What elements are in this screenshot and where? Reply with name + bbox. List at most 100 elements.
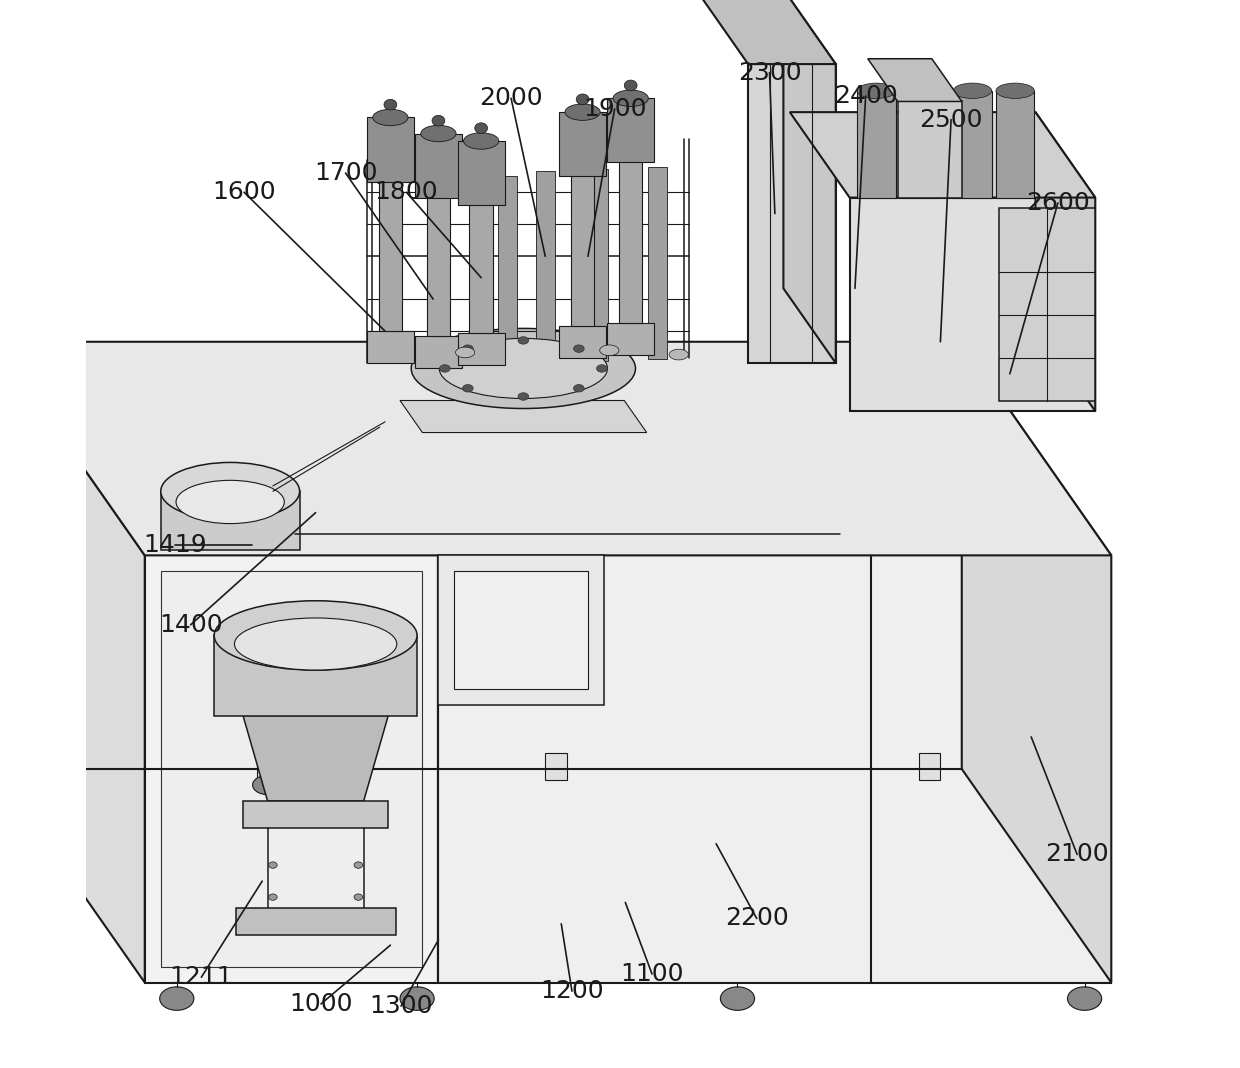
Ellipse shape [577, 94, 589, 105]
Ellipse shape [954, 83, 992, 98]
Ellipse shape [475, 123, 487, 134]
Ellipse shape [996, 83, 1034, 98]
Polygon shape [619, 152, 642, 323]
Polygon shape [161, 571, 423, 967]
Polygon shape [458, 333, 505, 365]
Polygon shape [367, 331, 414, 363]
Text: 1700: 1700 [314, 161, 377, 185]
Text: 1600: 1600 [212, 180, 275, 204]
Polygon shape [145, 555, 439, 983]
Text: 1300: 1300 [370, 994, 433, 1018]
Polygon shape [608, 323, 655, 355]
Polygon shape [546, 753, 567, 780]
Polygon shape [559, 326, 606, 358]
Polygon shape [415, 336, 463, 368]
Ellipse shape [574, 345, 584, 352]
Polygon shape [215, 635, 417, 716]
Text: 2500: 2500 [919, 108, 983, 131]
Ellipse shape [384, 99, 397, 110]
Polygon shape [996, 91, 1034, 198]
Ellipse shape [160, 987, 193, 1010]
Polygon shape [378, 171, 402, 331]
Polygon shape [161, 491, 300, 550]
Ellipse shape [565, 104, 600, 121]
Polygon shape [999, 208, 1095, 400]
Polygon shape [243, 801, 388, 828]
Ellipse shape [574, 384, 584, 392]
Polygon shape [954, 91, 992, 198]
Text: 2100: 2100 [1045, 843, 1109, 866]
Polygon shape [0, 342, 1111, 555]
Text: 1000: 1000 [289, 992, 352, 1016]
Ellipse shape [600, 345, 619, 356]
Polygon shape [458, 141, 505, 205]
Ellipse shape [439, 339, 608, 398]
Text: 2300: 2300 [738, 61, 801, 84]
Ellipse shape [518, 393, 528, 400]
Ellipse shape [234, 618, 397, 670]
Polygon shape [455, 571, 588, 689]
Polygon shape [367, 117, 414, 182]
Polygon shape [919, 753, 940, 780]
Text: 1100: 1100 [620, 962, 683, 986]
Ellipse shape [215, 600, 417, 671]
Ellipse shape [176, 481, 284, 523]
Polygon shape [536, 171, 554, 363]
Polygon shape [243, 716, 388, 801]
Ellipse shape [12, 775, 42, 795]
Polygon shape [696, 0, 836, 64]
Polygon shape [898, 101, 962, 198]
Polygon shape [962, 342, 1111, 983]
Text: 2000: 2000 [479, 87, 543, 110]
Ellipse shape [161, 462, 300, 520]
Ellipse shape [596, 364, 608, 372]
Polygon shape [748, 64, 836, 363]
Ellipse shape [624, 80, 637, 91]
Ellipse shape [373, 109, 408, 126]
Polygon shape [849, 198, 1095, 411]
Polygon shape [790, 112, 1095, 198]
Text: 1400: 1400 [159, 613, 222, 637]
Ellipse shape [401, 987, 434, 1010]
Text: 1800: 1800 [374, 180, 438, 204]
Polygon shape [439, 555, 604, 705]
Ellipse shape [355, 862, 362, 868]
Text: 1419: 1419 [143, 533, 206, 556]
Polygon shape [439, 555, 1111, 983]
Polygon shape [498, 176, 517, 368]
Ellipse shape [1068, 987, 1101, 1010]
Ellipse shape [857, 83, 895, 98]
Polygon shape [0, 342, 145, 983]
Text: 2600: 2600 [1025, 191, 1090, 215]
Ellipse shape [439, 364, 450, 372]
Polygon shape [559, 112, 606, 176]
Polygon shape [868, 59, 962, 101]
Text: 1211: 1211 [170, 965, 233, 989]
Polygon shape [784, 0, 836, 363]
Text: 2200: 2200 [725, 907, 789, 930]
Polygon shape [427, 187, 450, 336]
Polygon shape [608, 98, 655, 162]
Polygon shape [857, 91, 895, 198]
Ellipse shape [518, 336, 528, 344]
Text: 2400: 2400 [833, 84, 898, 108]
Ellipse shape [613, 90, 649, 107]
Text: 1200: 1200 [541, 979, 604, 1003]
Ellipse shape [720, 987, 755, 1010]
Polygon shape [401, 400, 647, 433]
Text: 1900: 1900 [583, 97, 646, 121]
Ellipse shape [432, 115, 445, 126]
Polygon shape [900, 91, 939, 198]
Ellipse shape [463, 384, 474, 392]
Polygon shape [1035, 112, 1095, 411]
Ellipse shape [253, 775, 283, 795]
Ellipse shape [420, 125, 456, 142]
Polygon shape [647, 167, 667, 359]
Ellipse shape [412, 328, 635, 408]
Polygon shape [470, 194, 494, 333]
Polygon shape [589, 169, 609, 361]
Ellipse shape [269, 862, 278, 868]
Polygon shape [257, 753, 284, 780]
Ellipse shape [670, 349, 688, 360]
Ellipse shape [355, 894, 362, 900]
